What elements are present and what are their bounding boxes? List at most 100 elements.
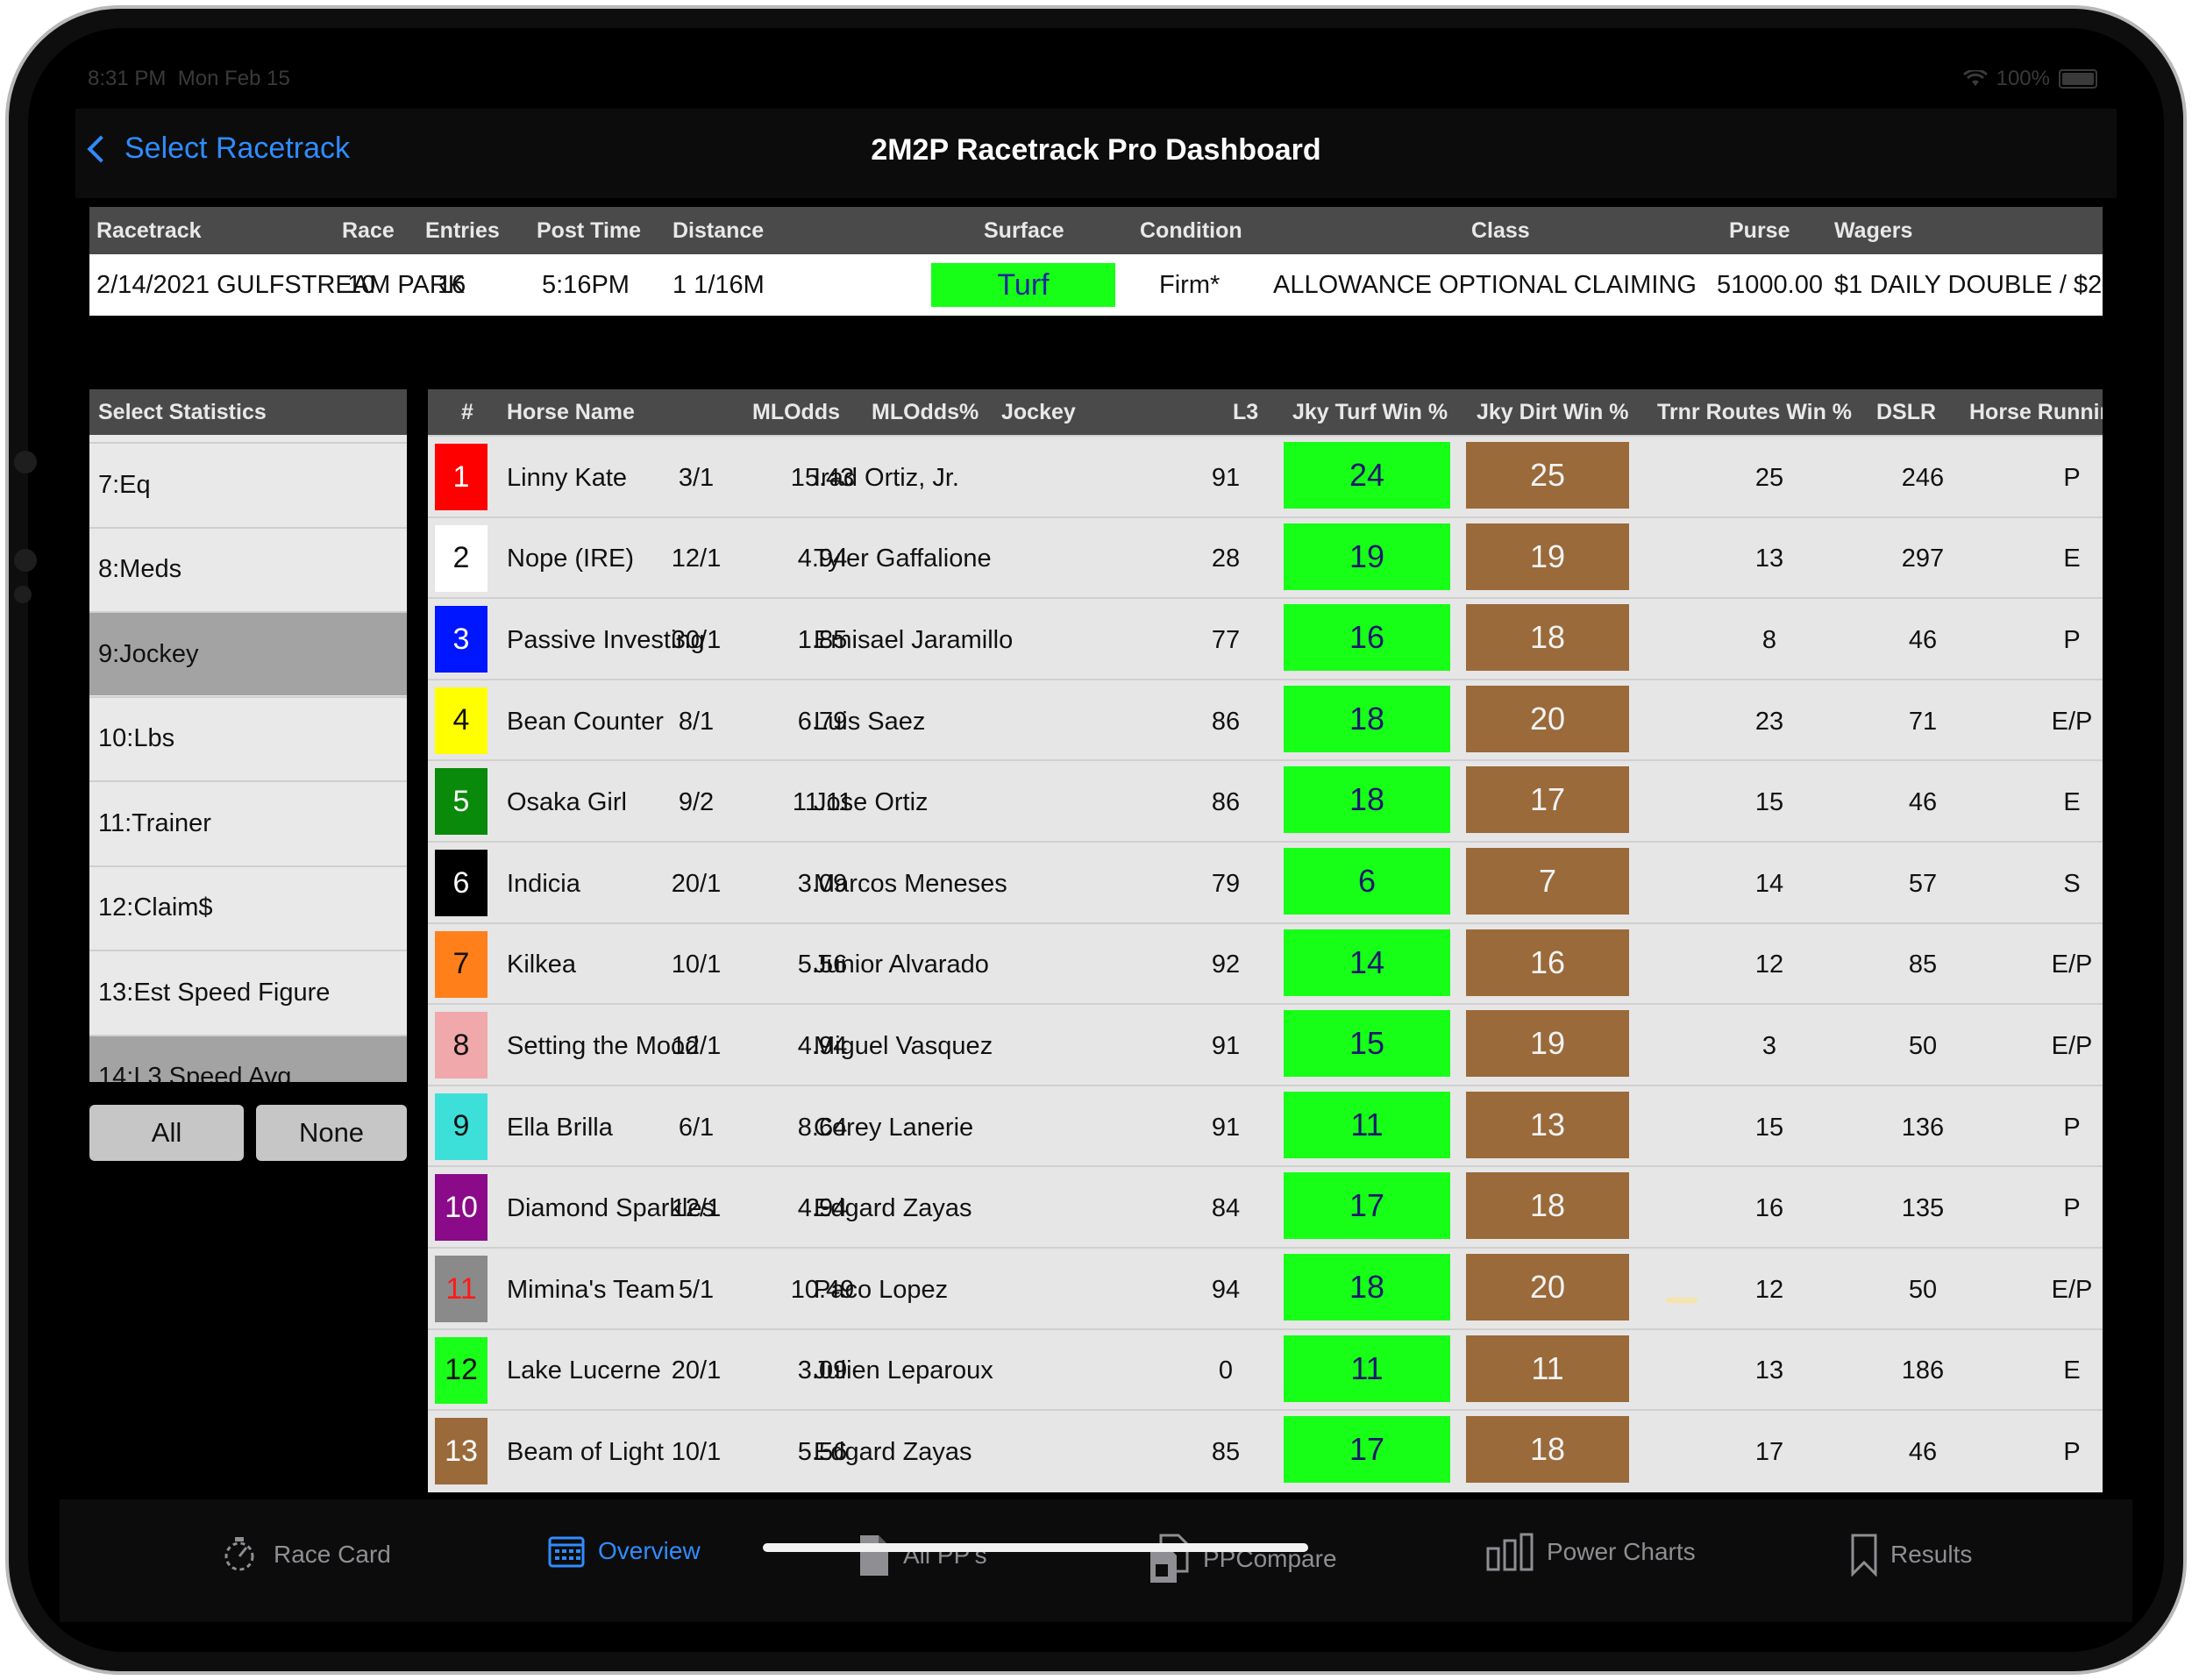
home-indicator[interactable] — [763, 1543, 1308, 1552]
jky-turf-win-cell: 16 — [1284, 604, 1450, 672]
table-row[interactable]: 9 Ella Brilla 6/1 8.64 Corey Lanerie 91 15 136 P… — [428, 1084, 2103, 1170]
side-sensor-dot-small — [14, 586, 32, 603]
th-jky-dirt-win[interactable]: Jky Dirt Win % — [1477, 399, 1629, 424]
statistic-item[interactable]: 14:L3 Speed Avg — [89, 1034, 407, 1082]
table-row[interactable]: 2 Nope (IRE) 12/1 4.94 Tyler Gaffalione 28 13 2… — [428, 516, 2103, 602]
jky-dirt-win-cell: 25 — [1466, 442, 1629, 509]
tab-overview[interactable]: Overview — [547, 1533, 701, 1570]
table-row[interactable]: 8 Setting the Mood 12/1 4.94 Miguel Vasquez 9… — [428, 1003, 2103, 1088]
dslr-cell: 135 — [1901, 1194, 1945, 1223]
col-class: Class — [1471, 217, 1530, 243]
table-row[interactable]: 7 Kilkea 10/1 5.56 Junior Alvarado 92 12 85 E/P 1… — [428, 922, 2103, 1007]
th-jockey[interactable]: Jockey — [1001, 399, 1076, 424]
dslr-cell: 246 — [1901, 463, 1945, 492]
jockey-cell: Emisael Jaramillo — [814, 625, 1014, 654]
th-mlodds-pct[interactable]: MLOdds% — [872, 399, 979, 424]
mlodds-cell: 3/1 — [678, 463, 715, 492]
class-value: ALLOWANCE OPTIONAL CLAIMING — [1273, 270, 1697, 299]
dslr-cell: 57 — [1908, 869, 1938, 898]
col-race: Race — [342, 217, 395, 243]
table-row[interactable]: 4 Bean Counter 8/1 6.79 Luis Saez 86 23 71 E/P 18… — [428, 678, 2103, 764]
table-row[interactable]: 3 Passive Investing 30/1 1.85 Emisael Jarami… — [428, 597, 2103, 682]
statistics-list[interactable]: 7:Eq 8:Meds 9:Jockey 10:Lbs 11:Trainer 12:Cla… — [89, 435, 407, 1082]
th-l3[interactable]: L3 — [1233, 399, 1259, 424]
tab-label: Overview — [598, 1537, 701, 1564]
running-style-cell: E — [2063, 1356, 2081, 1385]
col-entries: Entries — [425, 217, 500, 243]
jockey-cell: Edgard Zayas — [814, 1194, 972, 1223]
th-mlodds[interactable]: MLOdds — [752, 399, 840, 424]
jky-dirt-win-cell: 19 — [1466, 523, 1629, 590]
col-wagers: Wagers — [1834, 217, 1913, 243]
horse-table-body[interactable]: 1 Linny Kate 3/1 15.43 Irad Ortiz, Jr. 91 25 24… — [428, 435, 2103, 1492]
table-row[interactable]: 11 Mimina's Team 5/1 10.49 Paco Lopez 94 12 50 E… — [428, 1247, 2103, 1332]
col-condition: Condition — [1140, 217, 1242, 243]
running-style-cell: E — [2063, 545, 2081, 573]
table-row[interactable]: 6 Indicia 20/1 3.09 Marcos Meneses 79 14 57 S 6 7 — [428, 841, 2103, 926]
navigation-bar: Select Racetrack 2M2P Racetrack Pro Dash… — [75, 109, 2117, 198]
mlodds-pct-cell: 11.11 — [792, 788, 853, 817]
jky-turf-win-cell: 6 — [1284, 848, 1450, 915]
tab-all-pps[interactable]: All PP's — [858, 1533, 987, 1578]
select-all-button[interactable]: All — [89, 1105, 244, 1161]
compare-docs-icon — [1150, 1534, 1189, 1583]
horse-name: Setting the Mood — [507, 1031, 700, 1060]
th-horse-running-style[interactable]: Horse Running Style — [1969, 399, 2103, 424]
col-distance: Distance — [673, 217, 765, 243]
tab-results[interactable]: Results — [1850, 1533, 1972, 1577]
statistic-item[interactable]: 8:Meds — [89, 526, 407, 611]
bar-chart-icon — [1486, 1533, 1534, 1571]
calendar-icon — [548, 1536, 585, 1568]
statistic-item[interactable]: 12:Claim$ — [89, 865, 407, 950]
tab-ppcompare[interactable]: PPCompare — [1147, 1533, 1337, 1585]
mlodds-pct-cell: 5.56 — [797, 1437, 848, 1466]
running-style-cell: E/P — [2051, 1031, 2093, 1060]
select-statistics-header: Select Statistics — [89, 389, 407, 435]
statistic-item[interactable]: 11:Trainer — [89, 780, 407, 865]
statistic-item[interactable]: 10:Lbs — [89, 695, 407, 780]
jky-turf-win-cell: 18 — [1284, 685, 1450, 752]
trnr-routes-cell: 17 — [1754, 1437, 1784, 1466]
statistic-item[interactable]: 9:Jockey — [89, 611, 407, 695]
tab-race-card[interactable]: Race Card — [217, 1533, 391, 1577]
th-horse-name[interactable]: Horse Name — [507, 399, 635, 424]
table-row[interactable]: 5 Osaka Girl 9/2 11.11 Jose Ortiz 86 15 46 E 18 17 — [428, 759, 2103, 844]
horse-name: Indicia — [507, 869, 580, 898]
tab-power-charts[interactable]: Power Charts — [1485, 1533, 1696, 1571]
tab-bar: Race Card Overview All PP's PPCompare — [60, 1499, 2132, 1622]
statistic-item[interactable]: 7:Eq — [89, 442, 407, 526]
back-button[interactable]: Select Racetrack — [87, 132, 350, 166]
mlodds-cell: 10/1 — [671, 1437, 722, 1466]
post-number-badge: 10 — [435, 1174, 488, 1242]
jky-dirt-win-cell: 16 — [1466, 929, 1629, 996]
select-none-button[interactable]: None — [256, 1105, 407, 1161]
status-right: 100% — [1962, 67, 2097, 91]
th-number[interactable]: # — [461, 399, 473, 424]
th-trnr-routes-win[interactable]: Trnr Routes Win % — [1657, 399, 1853, 424]
post-number-badge: 3 — [435, 606, 488, 673]
th-jky-turf-win[interactable]: Jky Turf Win % — [1292, 399, 1448, 424]
jockey-cell: Julien Leparoux — [814, 1356, 993, 1385]
running-style-cell: P — [2063, 625, 2081, 654]
battery-icon — [2059, 69, 2097, 89]
table-row[interactable]: 10 Diamond Sparkles 12/1 4.94 Edgard Zayas 84… — [428, 1165, 2103, 1250]
trnr-routes-cell: 13 — [1754, 545, 1784, 573]
mlodds-pct-cell: 15.43 — [790, 463, 855, 492]
statistic-item[interactable]: 13:Est Speed Figure — [89, 950, 407, 1034]
post-number-badge: 12 — [435, 1336, 488, 1404]
tab-label: Power Charts — [1547, 1538, 1696, 1565]
horse-name: Ella Brilla — [507, 1113, 613, 1142]
document-icon — [860, 1535, 888, 1576]
mlodds-cell: 12/1 — [671, 1031, 722, 1060]
table-row[interactable]: 12 Lake Lucerne 20/1 3.09 Julien Leparoux 0 13… — [428, 1328, 2103, 1413]
table-row[interactable]: 1 Linny Kate 3/1 15.43 Irad Ortiz, Jr. 91 25 24… — [428, 435, 2103, 520]
post-number-badge: 4 — [435, 687, 488, 754]
horse-name: Linny Kate — [507, 463, 628, 492]
horse-table-header: # Horse Name MLOdds MLOdds% Jockey L3 Jk… — [428, 389, 2103, 435]
jockey-cell: Tyler Gaffalione — [814, 545, 992, 573]
mlodds-cell: 20/1 — [671, 869, 722, 898]
l3-cell: 77 — [1211, 625, 1241, 654]
entries-value: 16 — [438, 270, 466, 299]
th-dslr[interactable]: DSLR — [1876, 399, 1937, 424]
table-row[interactable]: 13 Beam of Light 10/1 5.56 Edgard Zayas 85 17 4… — [428, 1409, 2103, 1492]
